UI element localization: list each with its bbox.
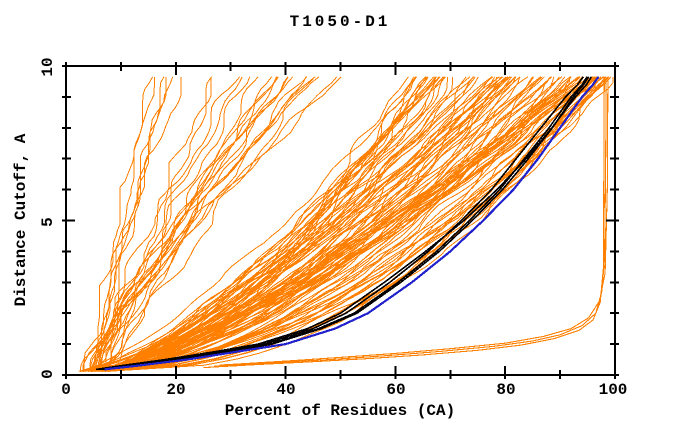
orange-model-curves [78, 76, 614, 372]
x-tick-label-20: 20 [166, 381, 186, 399]
x-tick-label-100: 100 [598, 381, 628, 399]
axis-box-and-ticks [62, 62, 619, 379]
orange-floor-outlier-3 [203, 76, 605, 369]
y-tick-label-5: 5 [39, 217, 57, 227]
x-axis-title: Percent of Residues (CA) [224, 402, 456, 420]
reference-and-highlight-curves [96, 76, 609, 371]
x-tick-label-80: 80 [496, 381, 516, 399]
orange-floor-outlier-1 [214, 76, 607, 367]
blue-highlight-curve [104, 76, 600, 371]
y-axis-title: Distance Cutoff, A [12, 133, 30, 307]
x-tick-label-60: 60 [386, 381, 406, 399]
x-tick-label-40: 40 [276, 381, 296, 399]
orange-floor-outlier-2 [219, 76, 609, 366]
chart-title: T1050-D1 [289, 13, 391, 31]
x-tick-label-0: 0 [61, 381, 71, 399]
y-tick-label-10: 10 [39, 57, 57, 77]
black-reference-curve-1 [98, 76, 584, 371]
black-reference-curve-4 [104, 76, 590, 371]
y-tick-label-0: 0 [39, 369, 57, 379]
